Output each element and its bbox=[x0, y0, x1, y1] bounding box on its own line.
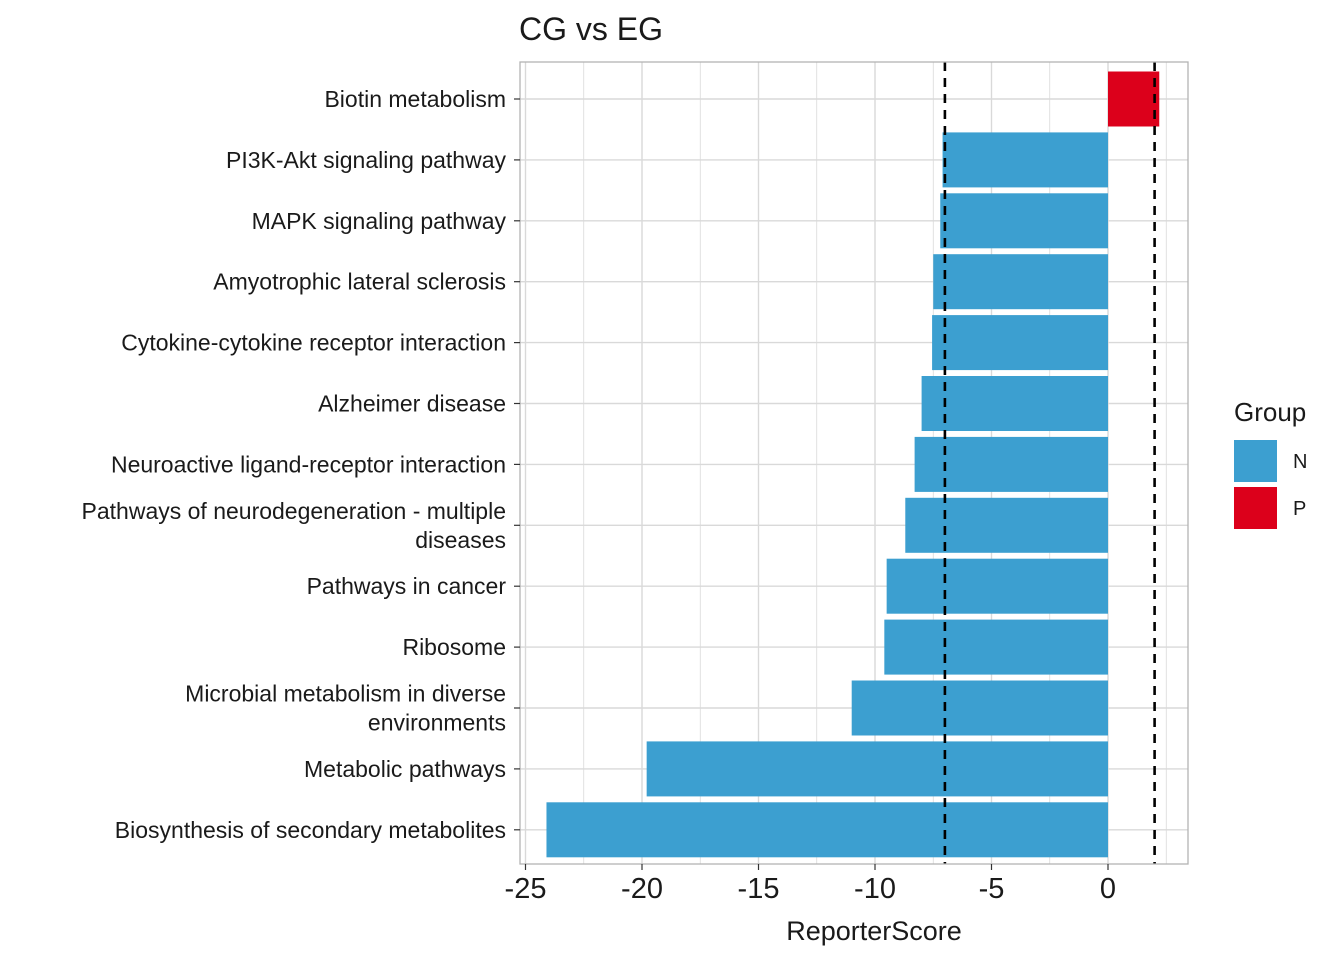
y-tick-label: Biosynthesis of secondary metabolites bbox=[115, 817, 506, 843]
x-tick-label: 0 bbox=[1100, 873, 1116, 905]
bars bbox=[546, 71, 1160, 858]
y-tick-label: Metabolic pathways bbox=[304, 756, 506, 782]
y-axis-labels: Biotin metabolism PI3K-Akt signaling path… bbox=[82, 86, 520, 843]
panel-border bbox=[519, 61, 1189, 865]
y-tick-label: Alzheimer disease bbox=[318, 391, 506, 417]
threshold-lines bbox=[943, 62, 1156, 864]
legend-key bbox=[1234, 440, 1277, 482]
bar bbox=[646, 741, 1108, 797]
legend-label: P bbox=[1293, 498, 1306, 520]
bar bbox=[914, 436, 1108, 492]
y-tick-label: Amyotrophic lateral sclerosis bbox=[213, 269, 506, 295]
x-axis-title: ReporterScore bbox=[786, 916, 962, 946]
bar bbox=[851, 680, 1108, 736]
y-tick-label: Pathways in cancer bbox=[307, 573, 507, 599]
x-axis-ticks: -25 -20 -15 -10 -5 0 bbox=[505, 864, 1116, 905]
y-tick-label: Cytokine-cytokine receptor interaction bbox=[121, 330, 506, 356]
legend-label: N bbox=[1293, 451, 1307, 473]
x-tick-label: -25 bbox=[505, 873, 547, 905]
y-tick-label: Neuroactive ligand-receptor interaction bbox=[111, 451, 506, 477]
bar bbox=[942, 132, 1108, 188]
chart-title: CG vs EG bbox=[519, 11, 663, 47]
y-tick-label: Biotin metabolism bbox=[324, 86, 506, 112]
bar bbox=[886, 558, 1108, 614]
legend-key bbox=[1234, 487, 1277, 529]
y-tick-label: Microbial metabolism in diverse environme… bbox=[185, 681, 506, 736]
x-tick-label: -20 bbox=[621, 873, 663, 905]
bar bbox=[933, 254, 1108, 310]
bar bbox=[546, 802, 1108, 858]
legend: Group N P bbox=[1234, 397, 1307, 529]
y-tick-label: Ribosome bbox=[402, 634, 506, 660]
x-tick-label: -10 bbox=[854, 873, 896, 905]
bar bbox=[1108, 71, 1160, 127]
bar bbox=[921, 376, 1108, 431]
bar bbox=[905, 497, 1108, 553]
x-tick-label: -15 bbox=[738, 873, 780, 905]
bar bbox=[932, 315, 1108, 371]
y-tick-label: MAPK signaling pathway bbox=[252, 208, 507, 234]
y-tick-label: Pathways of neurodegeneration - multiple… bbox=[82, 498, 506, 553]
bar bbox=[884, 619, 1108, 675]
bar bbox=[940, 193, 1108, 249]
x-tick-label: -5 bbox=[979, 873, 1005, 905]
y-tick-label: PI3K-Akt signaling pathway bbox=[226, 147, 506, 173]
legend-title: Group bbox=[1234, 397, 1306, 427]
